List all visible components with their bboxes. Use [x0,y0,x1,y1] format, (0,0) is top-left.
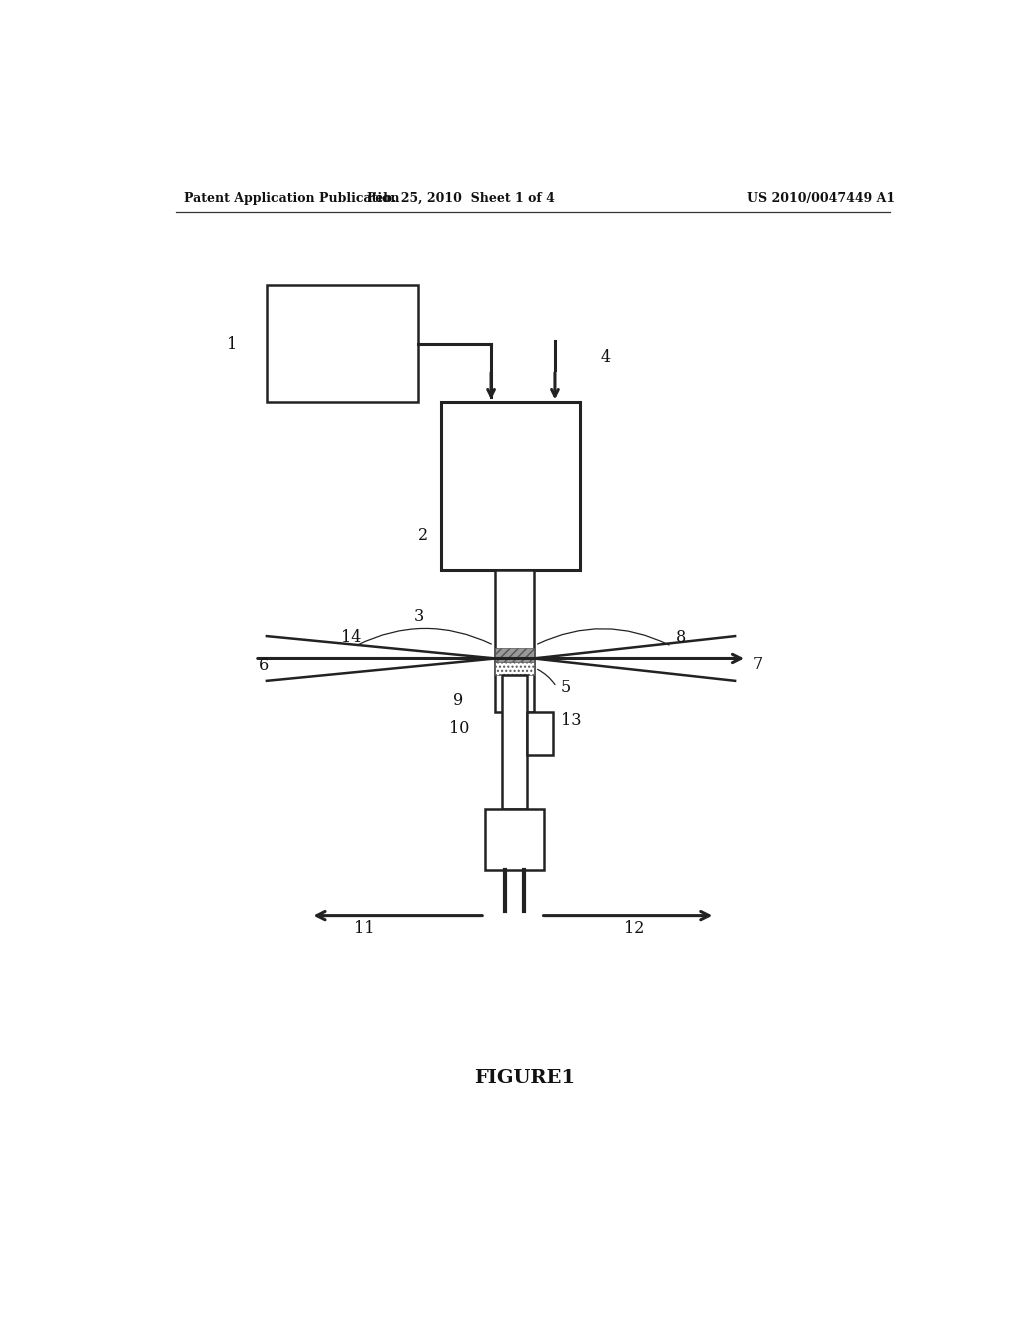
Bar [496,570,534,713]
Text: 7: 7 [753,656,763,673]
Text: 10: 10 [450,719,470,737]
Bar [267,285,418,403]
Bar [502,675,527,809]
Text: FIGURE1: FIGURE1 [474,1069,575,1088]
Bar [527,713,553,755]
Text: Patent Application Publication: Patent Application Publication [183,193,399,205]
Text: 12: 12 [624,920,644,937]
Text: 8: 8 [676,630,686,647]
Text: 5: 5 [560,678,570,696]
Text: Feb. 25, 2010  Sheet 1 of 4: Feb. 25, 2010 Sheet 1 of 4 [368,193,555,205]
Text: 2: 2 [418,527,428,544]
Bar [441,403,581,570]
Text: 3: 3 [414,609,424,624]
Text: US 2010/0047449 A1: US 2010/0047449 A1 [748,193,895,205]
Text: 9: 9 [454,692,464,709]
Text: 1: 1 [227,337,238,354]
Bar [496,648,534,661]
Text: 11: 11 [354,920,375,937]
Bar [485,809,544,870]
Bar [496,661,534,675]
Text: 6: 6 [259,656,269,673]
Text: 4: 4 [600,348,610,366]
Text: 13: 13 [561,711,582,729]
Text: 14: 14 [341,630,361,647]
